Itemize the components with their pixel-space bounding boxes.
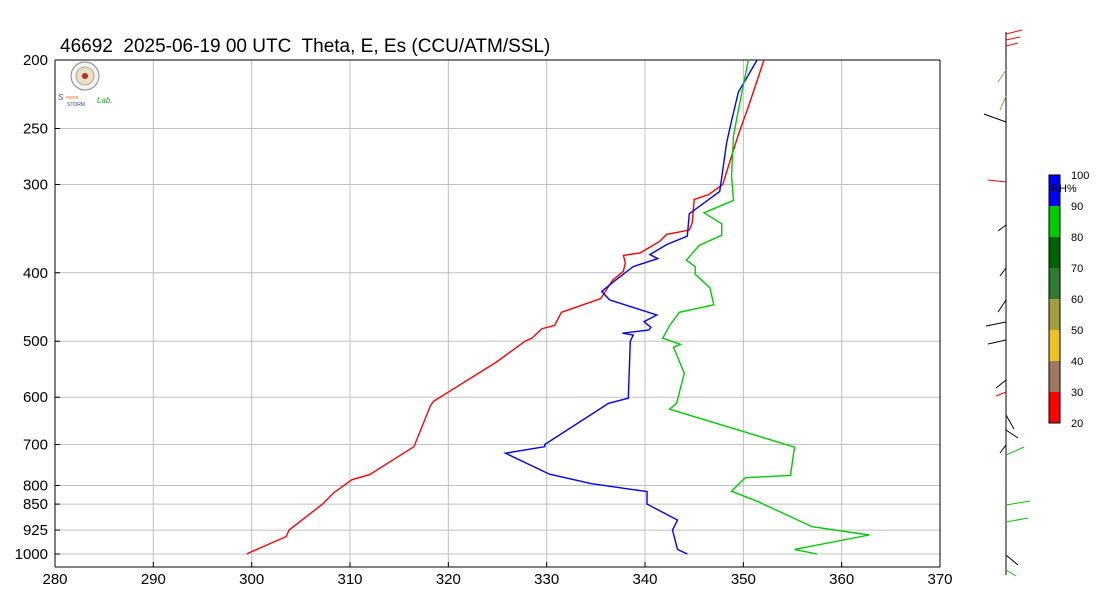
colorbar-segment bbox=[1049, 299, 1060, 330]
wind-barb bbox=[987, 179, 1007, 183]
es-line bbox=[661, 59, 870, 555]
x-tick-label: 350 bbox=[731, 571, 756, 588]
x-tick-label: 310 bbox=[337, 571, 362, 588]
svg-text:Lab.: Lab. bbox=[97, 96, 113, 105]
colorbar-tick-label: 90 bbox=[1071, 201, 1083, 213]
wind-barb bbox=[1005, 414, 1015, 430]
wind-barb bbox=[1005, 500, 1031, 506]
wind-barb bbox=[1005, 429, 1019, 439]
y-tick-label: 1000 bbox=[15, 546, 48, 563]
colorbar-frame bbox=[1048, 174, 1061, 424]
colorbar-segment bbox=[1049, 392, 1060, 423]
colorbar-segment bbox=[1049, 206, 1060, 237]
colorbar-tick-label: 30 bbox=[1071, 387, 1083, 399]
wind-barb bbox=[999, 95, 1007, 111]
series-lines bbox=[246, 59, 870, 555]
wind-barb bbox=[1005, 517, 1029, 523]
wind-barbs bbox=[983, 29, 1031, 577]
wind-barb bbox=[1005, 36, 1021, 41]
wind-barb bbox=[985, 321, 1007, 327]
y-tick-label: 700 bbox=[23, 437, 48, 454]
x-tick-label: 300 bbox=[239, 571, 264, 588]
colorbar-segment bbox=[1049, 361, 1060, 392]
x-tick-label: 280 bbox=[42, 571, 67, 588]
y-tick-label: 800 bbox=[23, 478, 48, 495]
wind-barb bbox=[1005, 446, 1025, 456]
wind-barb bbox=[1005, 554, 1019, 566]
colorbar-segment bbox=[1049, 268, 1060, 299]
x-tick-label: 360 bbox=[829, 571, 854, 588]
x-tick-label: 330 bbox=[534, 571, 559, 588]
grid-lines bbox=[55, 60, 940, 567]
svg-text:S: S bbox=[58, 93, 64, 102]
wind-barb bbox=[997, 299, 1007, 313]
colorbar-tick-label: 70 bbox=[1071, 263, 1083, 275]
x-tick-label: 320 bbox=[436, 571, 461, 588]
colorbar-tick-label: 20 bbox=[1071, 418, 1083, 430]
wind-barb bbox=[1005, 42, 1019, 47]
wind-barb bbox=[983, 113, 1007, 123]
y-tick-label: 500 bbox=[23, 333, 48, 350]
colorbar-segment bbox=[1049, 237, 1060, 268]
x-tick-labels: 280 290 300 310 320 330 340 350 360 370 bbox=[42, 571, 952, 588]
wind-barb bbox=[997, 69, 1007, 83]
wind-barb bbox=[1005, 29, 1023, 35]
wind-barb bbox=[999, 267, 1007, 277]
wind-barb bbox=[999, 444, 1007, 454]
colorbar-tick-label: 40 bbox=[1071, 356, 1083, 368]
colorbar-tick-label: 50 bbox=[1071, 325, 1083, 337]
y-tick-label: 850 bbox=[23, 496, 48, 513]
wind-barb bbox=[997, 224, 1007, 232]
theta-line bbox=[246, 59, 765, 555]
axes bbox=[54, 59, 941, 568]
y-tick-label: 200 bbox=[23, 52, 48, 69]
svg-text:STORM: STORM bbox=[67, 102, 85, 108]
y-tick-label: 250 bbox=[23, 120, 48, 137]
chart-title: 46692 2025-06-19 00 UTC Theta, E, Es (CC… bbox=[60, 36, 551, 57]
y-tick-label: 600 bbox=[23, 389, 48, 406]
e-line bbox=[503, 59, 758, 555]
rh-colorbar: 100 90 80 70 60 50 40 30 20 RH% bbox=[1048, 170, 1089, 430]
colorbar-segment bbox=[1049, 330, 1060, 361]
x-tick-label: 340 bbox=[632, 571, 657, 588]
wind-barb bbox=[987, 339, 1007, 345]
wind-barb bbox=[1005, 569, 1017, 577]
y-tick-label: 400 bbox=[23, 265, 48, 282]
wind-barb bbox=[995, 379, 1007, 389]
x-tick-label: 290 bbox=[141, 571, 166, 588]
colorbar-tick-label: 80 bbox=[1071, 232, 1083, 244]
colorbar-label: RH% bbox=[1051, 183, 1077, 195]
x-tick-label: 370 bbox=[927, 571, 952, 588]
colorbar-segment bbox=[1049, 175, 1060, 206]
wind-barb bbox=[995, 391, 1007, 397]
colorbar-tick-label: 60 bbox=[1071, 294, 1083, 306]
colorbar-tick-label: 100 bbox=[1071, 170, 1089, 182]
y-tick-label: 925 bbox=[23, 522, 48, 539]
svg-text:evere: evere bbox=[66, 95, 79, 101]
y-tick-label: 300 bbox=[23, 176, 48, 193]
severe-storm-lab-logo: S evere STORM Lab. bbox=[58, 61, 113, 108]
